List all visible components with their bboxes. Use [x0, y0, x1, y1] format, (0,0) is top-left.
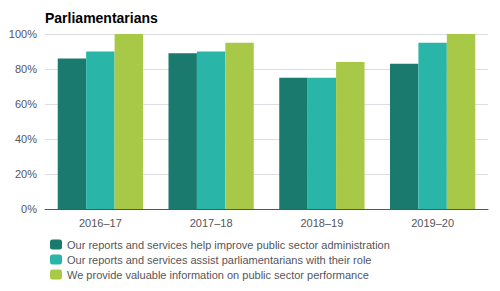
svg-text:100%: 100%	[9, 28, 37, 40]
svg-text:2017–18: 2017–18	[190, 217, 233, 229]
svg-text:60%: 60%	[15, 98, 37, 110]
svg-text:Our reports and services help: Our reports and services help improve pu…	[67, 239, 390, 251]
svg-text:2018–19: 2018–19	[300, 217, 343, 229]
svg-text:2019–20: 2019–20	[411, 217, 454, 229]
svg-text:80%: 80%	[15, 63, 37, 75]
svg-text:2016–17: 2016–17	[79, 217, 122, 229]
svg-text:We provide valuable informatio: We provide valuable information on publi…	[67, 269, 369, 281]
svg-text:40%: 40%	[15, 133, 37, 145]
svg-text:0%: 0%	[21, 203, 37, 215]
svg-text:20%: 20%	[15, 168, 37, 180]
svg-text:Our reports and services assis: Our reports and services assist parliame…	[67, 254, 371, 266]
svg-text:Parliamentarians: Parliamentarians	[45, 10, 158, 26]
